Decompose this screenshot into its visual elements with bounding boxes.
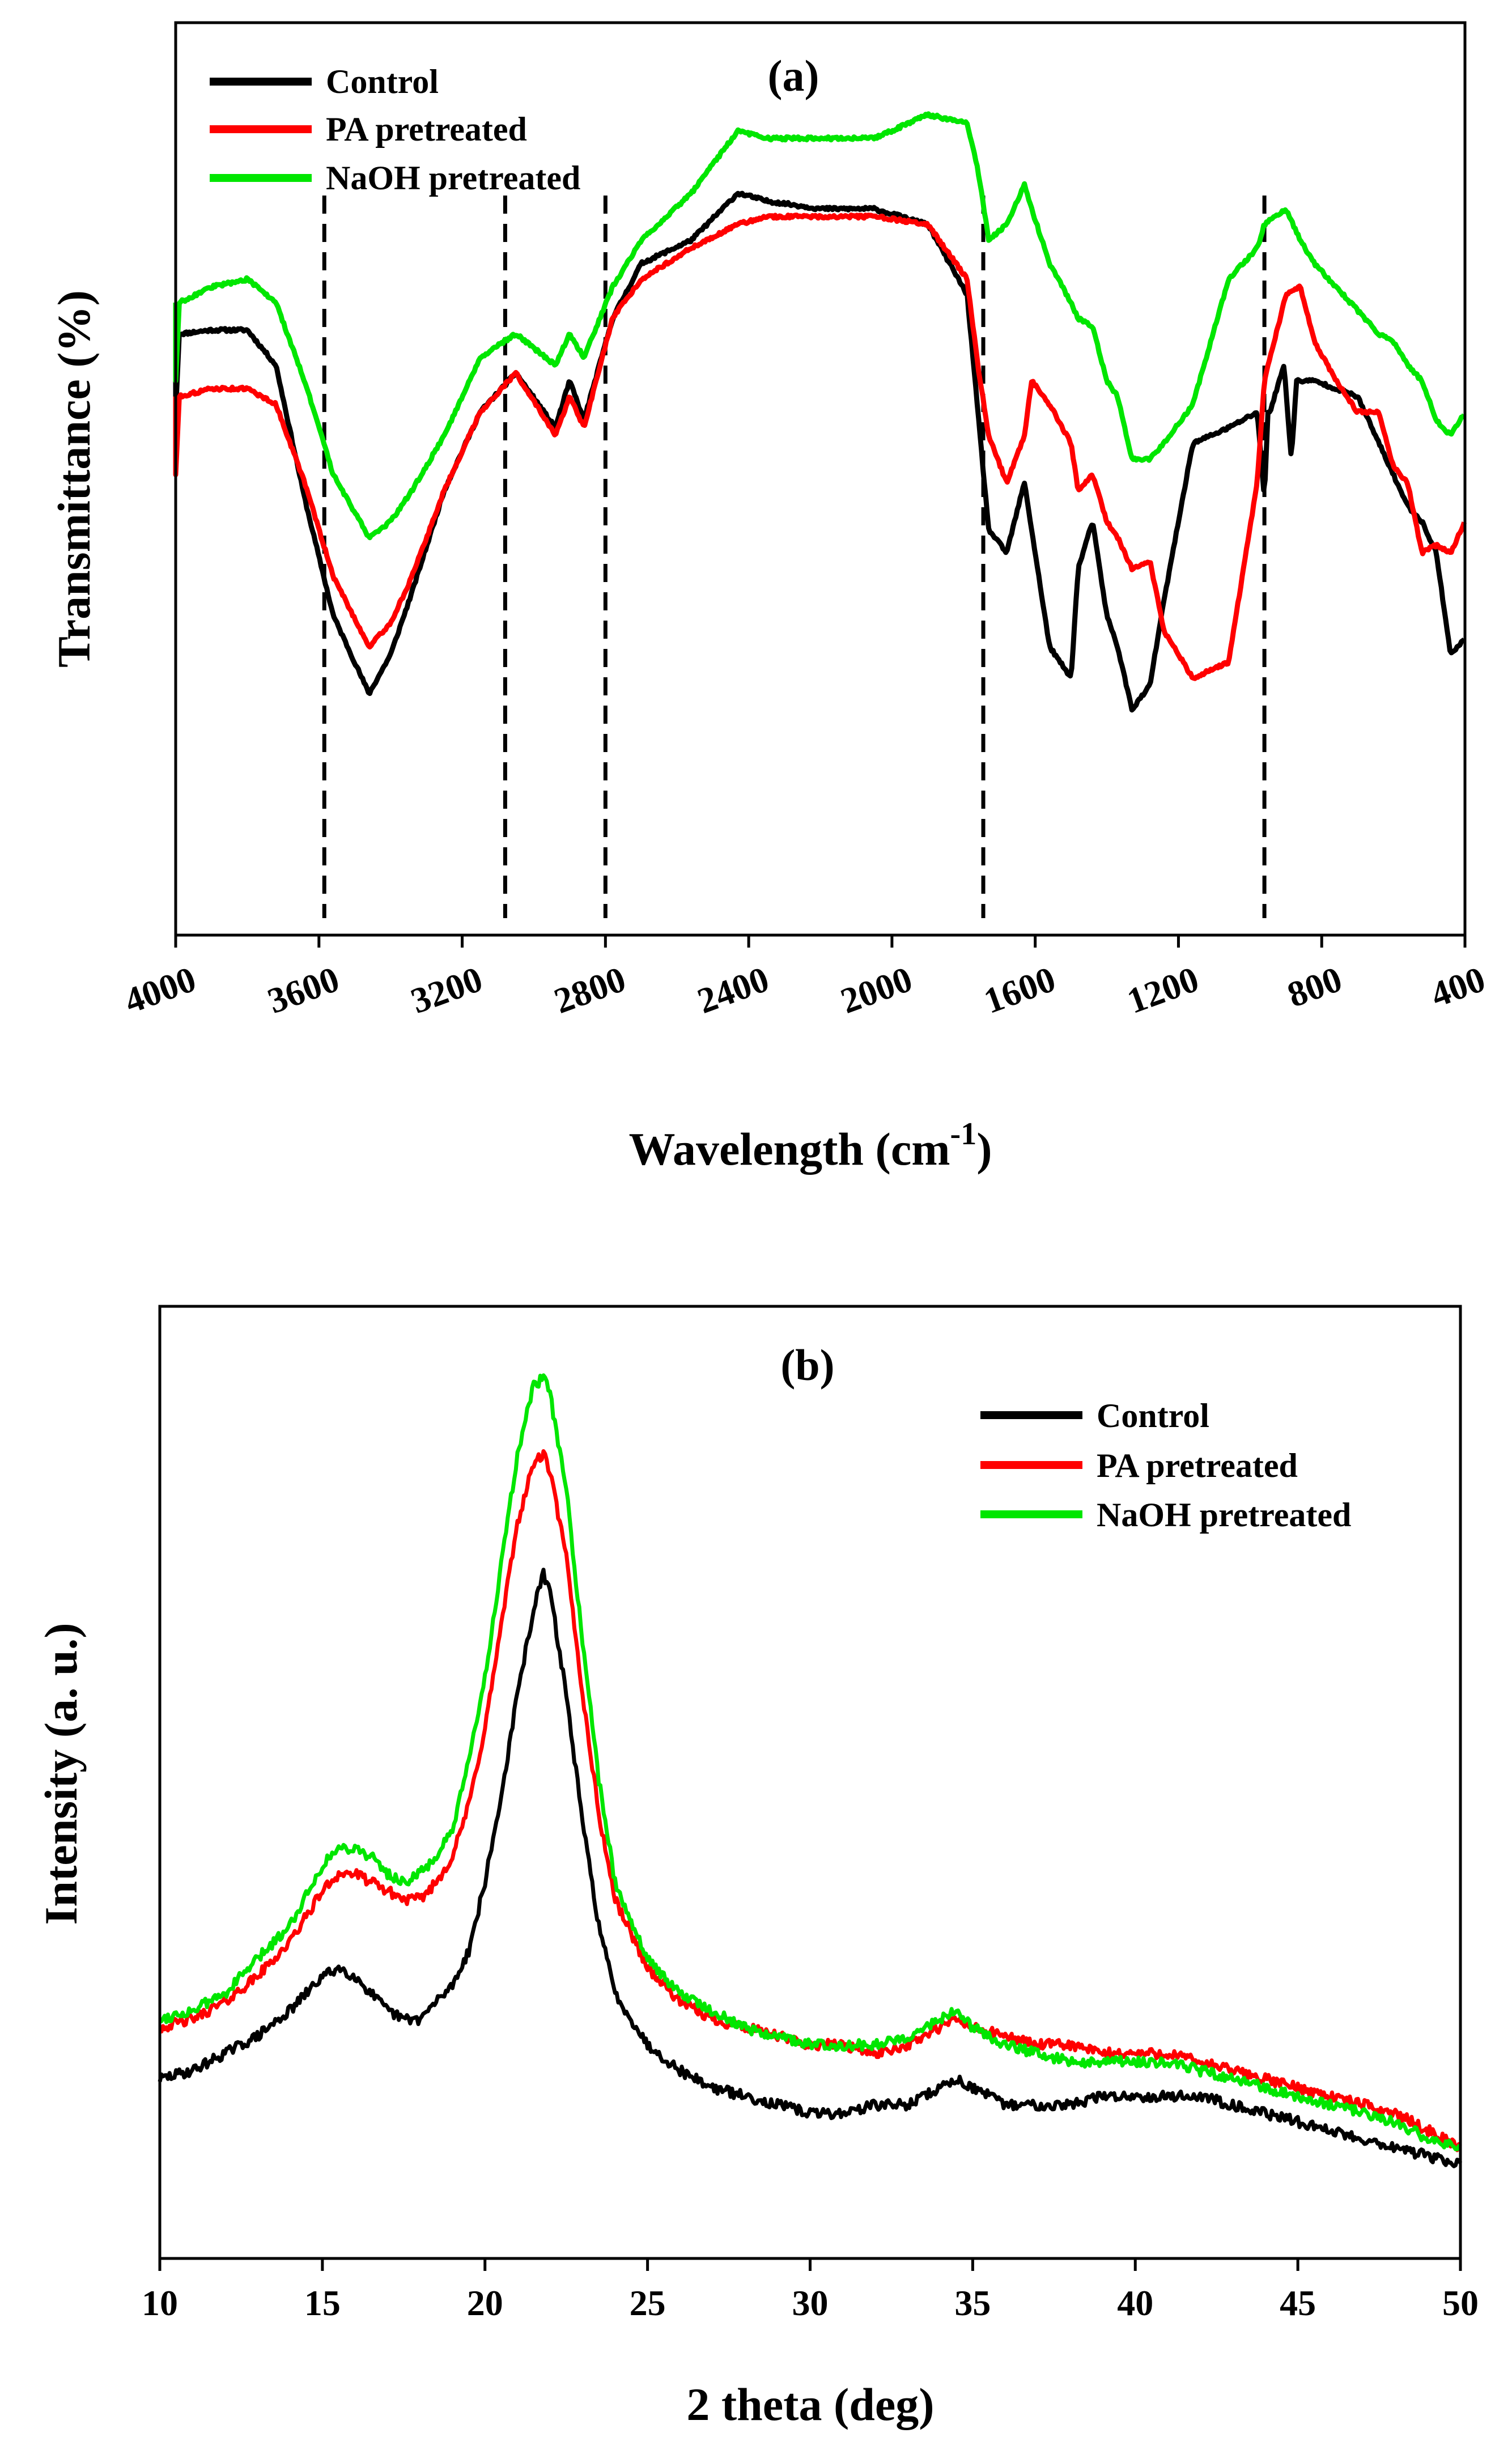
panel-b-x-tick-label-40: 40	[1117, 2283, 1153, 2323]
panel-b-x-tick-label-50: 50	[1442, 2283, 1479, 2323]
panel-b-series	[158, 1373, 1463, 2168]
panel-b: 10 15 20 25 30 35 40 45 50 (b) Control PA pretre…	[35, 1305, 1479, 2430]
panel-b-y-axis-title: Intensity (a. u.)	[35, 1623, 87, 1925]
panel-b-x-tick-label-10: 10	[142, 2283, 178, 2323]
legend-a-text-control: Control	[326, 63, 439, 100]
panel-b-x-axis-title: 2 theta (deg)	[686, 2379, 934, 2430]
panel-a-x-axis-title-superscript: -1	[950, 1116, 977, 1152]
legend-b-text-naoh: NaOH pretreated	[1097, 1496, 1351, 1534]
panel-b-x-tick-label-25: 25	[630, 2283, 666, 2323]
panel-a-series-naoh-pretreated	[173, 111, 1467, 541]
panel-a-x-axis-title: Wavelength (cm-1)	[628, 1116, 992, 1175]
panel-b-x-tick-label-15: 15	[304, 2283, 341, 2323]
panel-a-reference-lines	[322, 196, 1267, 918]
legend-a-text-pa: PA pretreated	[326, 111, 527, 148]
panel-b-legend: Control PA pretreated NaOH pretreated	[980, 1397, 1351, 1534]
panel-b-x-ticks: 10 15 20 25 30 35 40 45 50	[142, 2258, 1479, 2323]
panel-a: 4000 3600 3200 2800 2400 2000 1600 1200 800 400 (…	[48, 21, 1490, 1175]
panel-a-label: (a)	[768, 51, 819, 100]
panel-a-x-axis-title-main: Wavelength (cm	[628, 1123, 950, 1175]
panel-a-legend: Control PA pretreated NaOH pretreated	[210, 63, 580, 197]
panel-a-series	[173, 111, 1467, 713]
legend-b-text-control: Control	[1097, 1397, 1209, 1434]
panel-b-x-tick-label-20: 20	[467, 2283, 503, 2323]
panel-a-y-axis-title: Transmittance (%)	[48, 290, 100, 668]
legend-a-text-naoh: NaOH pretreated	[326, 159, 580, 197]
panel-b-series-control	[158, 1568, 1463, 2168]
panel-a-series-pa-pretreated	[173, 213, 1467, 681]
legend-b-text-pa: PA pretreated	[1097, 1447, 1298, 1484]
panel-b-x-tick-label-30: 30	[792, 2283, 829, 2323]
panel-b-series-naoh-pretreated	[159, 1373, 1462, 2151]
panel-b-x-tick-label-35: 35	[954, 2283, 991, 2323]
panel-b-label: (b)	[780, 1340, 834, 1390]
panel-a-x-axis-title-tail: )	[976, 1123, 992, 1175]
panel-a-plot-frame	[174, 21, 1467, 937]
panel-a-series-control	[173, 190, 1466, 713]
panel-b-x-tick-label-45: 45	[1280, 2283, 1316, 2323]
